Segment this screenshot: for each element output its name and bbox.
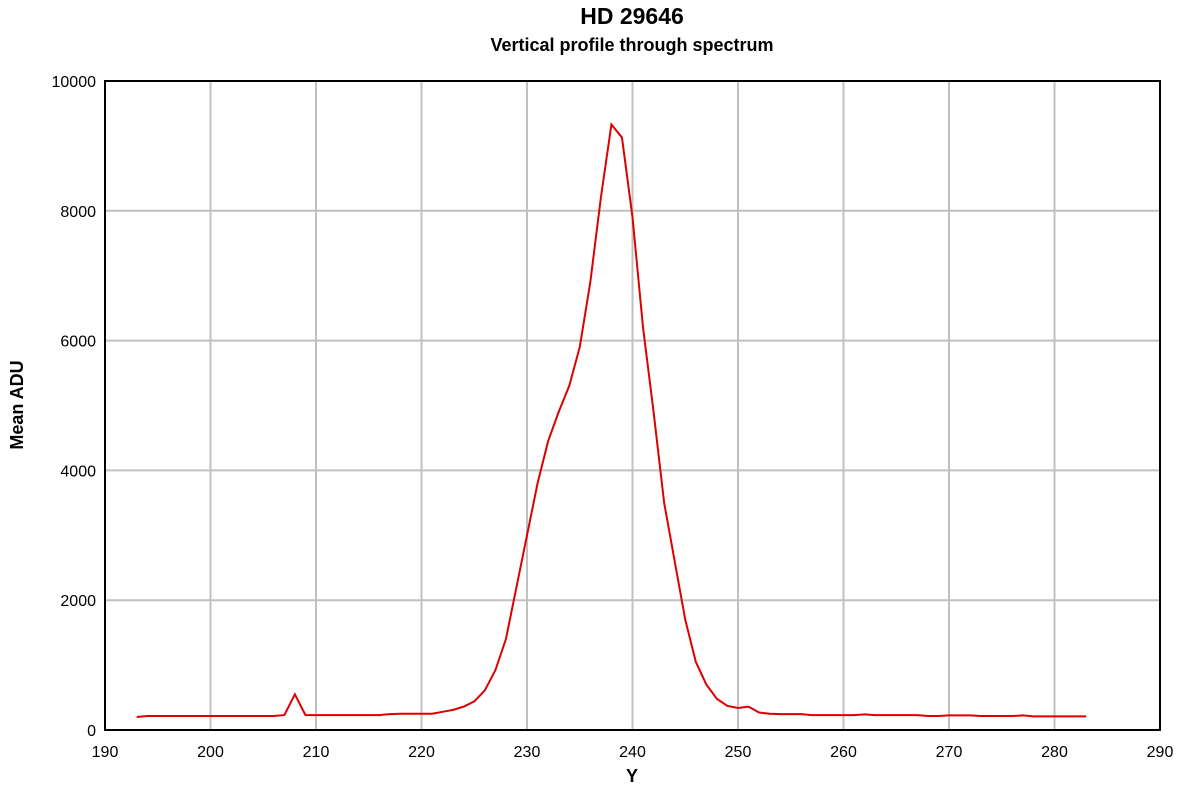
x-tick-label: 280 — [1041, 744, 1068, 761]
x-tick-label: 250 — [725, 744, 752, 761]
y-tick-label: 8000 — [60, 204, 96, 221]
chart-subtitle: Vertical profile through spectrum — [490, 35, 773, 55]
x-tick-label: 290 — [1147, 744, 1174, 761]
chart-title: HD 29646 — [580, 3, 684, 29]
x-tick-label: 240 — [619, 744, 646, 761]
x-tick-label: 200 — [197, 744, 224, 761]
plot-border — [104, 80, 1161, 731]
x-tick-label: 230 — [514, 744, 541, 761]
y-tick-label: 10000 — [52, 74, 97, 91]
x-tick-label: 260 — [830, 744, 857, 761]
y-tick-label: 0 — [87, 723, 96, 740]
x-tick-label: 190 — [92, 744, 119, 761]
x-axis-label: Y — [626, 766, 638, 786]
data-line — [136, 122, 1087, 719]
x-tick-label: 220 — [408, 744, 435, 761]
y-axis-label: Mean ADU — [7, 360, 27, 449]
x-tick-label: 210 — [303, 744, 330, 761]
y-tick-label: 2000 — [60, 593, 96, 610]
y-tick-label: 6000 — [60, 334, 96, 351]
y-tick-label: 4000 — [60, 463, 96, 480]
x-tick-label: 270 — [936, 744, 963, 761]
